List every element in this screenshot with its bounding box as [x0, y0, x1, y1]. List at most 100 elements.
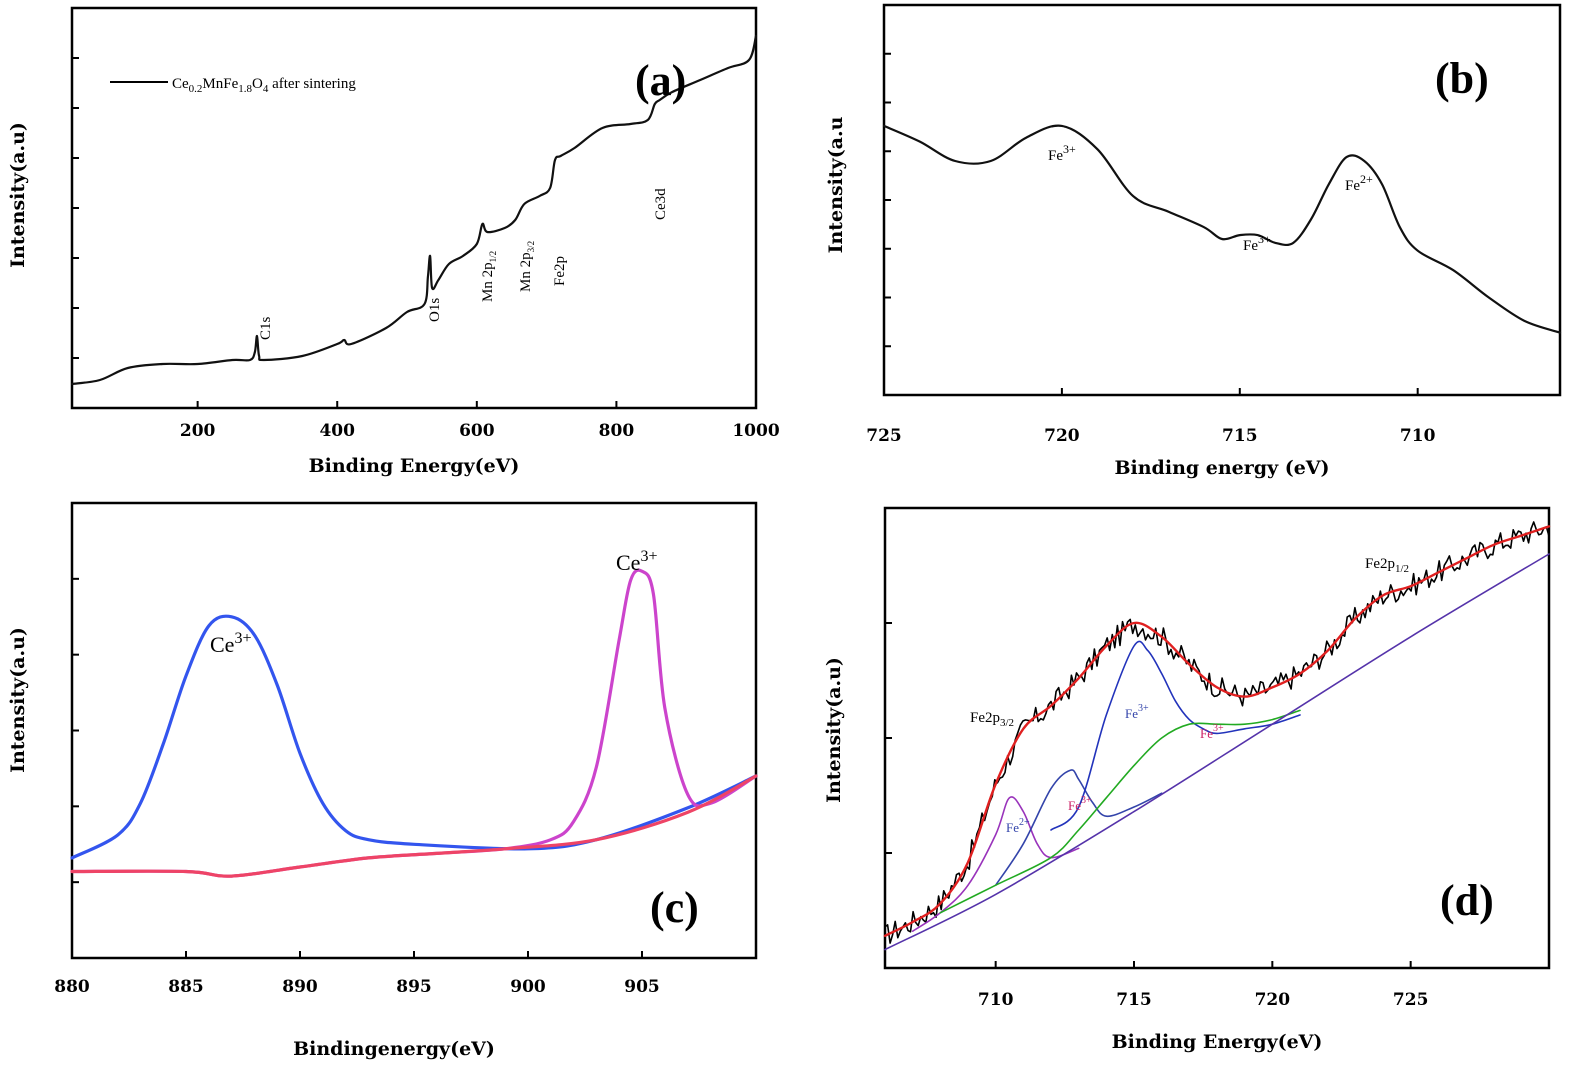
x-tick-label: 890 — [282, 977, 318, 997]
series-line — [883, 525, 1551, 937]
panel-a-annotation-o1s: O1s — [427, 298, 443, 322]
panel-d: 710 715 720 725 (d) Fe2p3/2 Fe2p1/2 Fe2+ Fe… — [823, 506, 1551, 1053]
anno-text: Fe — [1068, 798, 1081, 813]
anno-sub: 1/2 — [1395, 563, 1409, 575]
panel-d-ticks: 710 715 720 725 — [885, 622, 1429, 1010]
anno-text: Fe — [1048, 148, 1063, 164]
panel-b-annotation-fe3-1: Fe3+ — [1048, 142, 1076, 164]
legend-part: 0.2 — [189, 83, 203, 95]
anno-text: C1s — [258, 316, 274, 340]
x-tick-label: 1000 — [732, 421, 779, 441]
anno-text: Fe — [1200, 726, 1213, 741]
panel-a-ticks: 200 400 600 800 1000 — [72, 57, 780, 441]
panel-a-annotation-c1s: C1s — [258, 316, 274, 340]
anno-text: Mn 2p — [518, 252, 534, 292]
panel-a-label: (a) — [635, 56, 686, 105]
panel-a-annotation-fe2p: Fe2p — [552, 256, 568, 286]
x-tick-label: 710 — [1400, 426, 1436, 446]
series-line — [70, 614, 758, 860]
legend-part: after sintering — [268, 76, 356, 92]
panel-a-series — [70, 34, 758, 386]
panel-c-series — [70, 568, 758, 878]
series-line — [911, 796, 1080, 932]
series-line — [1050, 640, 1301, 831]
legend-part: 1.8 — [238, 83, 252, 95]
anno-text: O1s — [427, 298, 443, 322]
series-line — [884, 521, 1550, 944]
x-tick-label: 900 — [510, 977, 546, 997]
anno-text: Fe — [1243, 238, 1258, 254]
panel-b-label: (b) — [1435, 54, 1489, 103]
anno-sub: 1/2 — [488, 251, 498, 263]
panel-d-annotation-fe3-1: Fe3+ — [1068, 795, 1092, 813]
panel-a-legend-label: Ce0.2MnFe1.8O4 after sintering — [172, 76, 356, 95]
panel-d-label: (d) — [1440, 876, 1494, 925]
x-tick-label: 905 — [624, 977, 660, 997]
panel-a-annotation-mn2p32: Mn 2p3/2 — [518, 241, 536, 292]
panel-a-annotation-mn2p12: Mn 2p1/2 — [480, 251, 498, 302]
x-tick-label: 715 — [1116, 990, 1152, 1010]
anno-text: Fe2p — [970, 710, 1000, 726]
x-tick-label: 725 — [1393, 990, 1429, 1010]
panel-c-annotation-ce3-2: Ce3+ — [616, 548, 657, 575]
panel-d-ylabel: Intensity(a.u) — [823, 657, 845, 803]
anno-text: Ce — [616, 550, 640, 575]
anno-sup: 3+ — [1081, 795, 1092, 806]
series-line — [70, 774, 758, 878]
anno-text: Fe2p — [1365, 556, 1395, 572]
series-line — [884, 553, 1550, 951]
x-tick-label: 885 — [168, 977, 204, 997]
x-tick-label: 725 — [866, 426, 902, 446]
panel-d-annotation-fe2: Fe2+ — [1006, 817, 1030, 835]
series-line — [939, 709, 1301, 914]
panel-c-annotation-ce3-1: Ce3+ — [210, 630, 251, 657]
panel-d-annotation-fe2p32: Fe2p3/2 — [970, 710, 1014, 729]
anno-sub: 3/2 — [526, 241, 536, 253]
x-tick-label: 880 — [54, 977, 90, 997]
panel-d-annotation-fe3-2: Fe3+ — [1125, 703, 1149, 721]
anno-text: Fe — [1125, 706, 1138, 721]
panel-a: 200 400 600 800 1000 (a) Ce0.2MnFe1.8O4 afte… — [7, 6, 780, 477]
x-tick-label: 720 — [1044, 426, 1080, 446]
anno-sup: 3+ — [1138, 703, 1149, 714]
panel-c-xlabel: Bindingenergy(eV) — [293, 1038, 495, 1060]
series-line — [70, 34, 758, 386]
panel-c-label: (c) — [650, 883, 699, 932]
panel-d-annotation-fe2p12: Fe2p1/2 — [1365, 556, 1409, 575]
anno-sup: 2+ — [1360, 172, 1373, 186]
series-line — [994, 769, 1163, 886]
panel-b-ylabel: Intensity(a.u — [825, 116, 847, 253]
x-tick-label: 715 — [1222, 426, 1258, 446]
anno-text: Ce3d — [653, 188, 669, 220]
series-line — [882, 124, 1562, 334]
x-tick-label: 800 — [599, 421, 635, 441]
panel-a-xlabel: Binding Energy(eV) — [309, 455, 520, 477]
anno-sup: 3+ — [1213, 723, 1224, 734]
x-tick-label: 200 — [180, 421, 216, 441]
x-tick-label: 710 — [978, 990, 1014, 1010]
anno-text: Fe — [1345, 178, 1360, 194]
panel-b: 725 720 715 710 (b) Fe3+ Fe3+ Fe2+ Binding … — [825, 3, 1562, 479]
panel-b-xlabel: Binding energy (eV) — [1114, 457, 1329, 479]
x-tick-label: 720 — [1255, 990, 1291, 1010]
panel-d-xlabel: Binding Energy(eV) — [1112, 1031, 1323, 1053]
panel-a-ylabel: Intensity(a.u) — [7, 122, 29, 268]
anno-sup: 3+ — [1258, 232, 1271, 246]
panel-b-annotation-fe3-2: Fe3+ — [1243, 232, 1271, 254]
anno-text: Fe — [1006, 820, 1019, 835]
legend-part: Ce — [172, 76, 189, 92]
panel-d-series — [883, 521, 1551, 951]
panel-b-ticks: 725 720 715 710 — [866, 52, 1436, 446]
anno-sup: 3+ — [234, 630, 251, 647]
anno-text: Mn 2p — [480, 262, 496, 302]
legend-part: MnFe — [202, 76, 238, 92]
series-line — [70, 568, 758, 878]
panel-b-series — [882, 124, 1562, 334]
anno-sup: 3+ — [640, 548, 657, 565]
x-tick-label: 400 — [319, 421, 355, 441]
panel-c-ticks: 880 885 890 895 900 905 — [54, 577, 660, 997]
anno-text: Fe2p — [552, 256, 568, 286]
panel-d-annotation-fe3-3: Fe3+ — [1200, 723, 1224, 741]
x-tick-label: 895 — [396, 977, 432, 997]
